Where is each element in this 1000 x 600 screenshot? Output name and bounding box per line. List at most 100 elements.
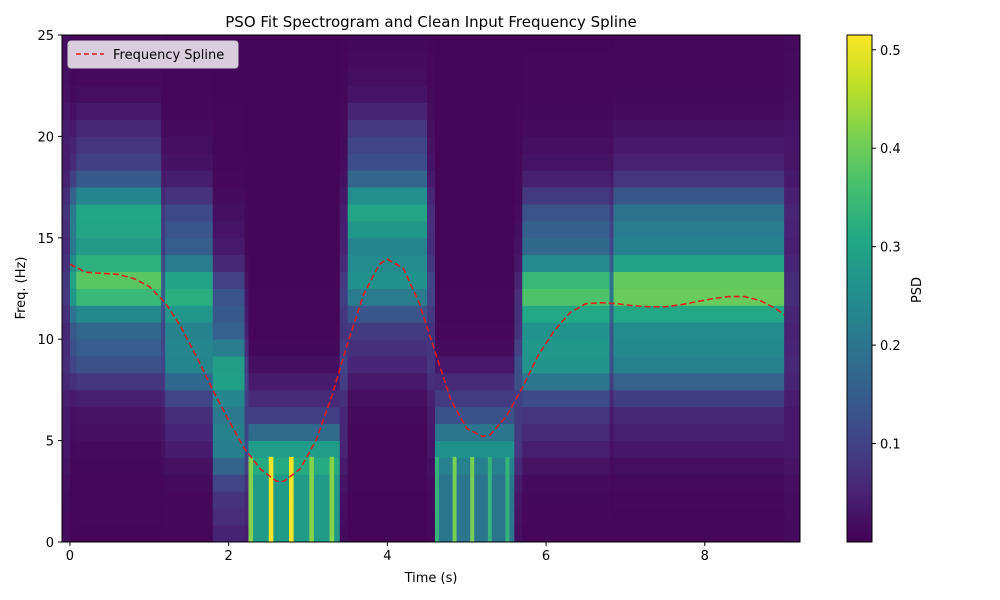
heatmap-cell [522, 491, 610, 509]
heatmap-cell [248, 119, 341, 137]
heatmap-cell [62, 102, 71, 120]
heatmap-cell [212, 237, 245, 256]
heatmap-cell [427, 423, 436, 441]
heatmap-cell [244, 389, 249, 408]
heatmap-cell [522, 68, 610, 87]
heatmap-cell [62, 170, 71, 188]
heatmap-cell [212, 440, 245, 458]
heatmap-cell [613, 305, 785, 323]
heatmap-cell [784, 237, 800, 256]
heatmap-cell [522, 35, 610, 53]
heatmap-cell [522, 373, 610, 391]
heatmap-cell [212, 85, 245, 103]
heatmap-cell [347, 187, 428, 205]
heatmap-cell [165, 288, 214, 306]
heatmap-cell [62, 389, 71, 408]
heatmap-cell [244, 204, 249, 222]
heatmap-cell [784, 153, 800, 171]
heatmap-cell [609, 288, 614, 306]
heatmap-cell [347, 457, 428, 475]
heatmap-cell [609, 271, 614, 289]
heatmap-cell [522, 525, 610, 542]
heatmap-cell [522, 220, 610, 239]
heatmap-cell [165, 237, 214, 256]
heatmap-cell [339, 305, 349, 323]
heatmap-cell [347, 288, 428, 306]
heatmap-cell [339, 474, 349, 492]
heatmap-cell [434, 406, 515, 425]
x-axis: 0 2 4 6 8 [66, 542, 709, 564]
heatmap-cell [69, 68, 77, 87]
x-axis-label: Time (s) [404, 571, 458, 586]
heatmap-cell [161, 491, 166, 509]
heatmap-cell [69, 305, 77, 323]
heatmap-cell [514, 440, 523, 458]
heatmap-cell [522, 457, 610, 475]
heatmap-cell [69, 136, 77, 154]
heatmap-cell [244, 525, 249, 542]
heatmap-cell [212, 423, 245, 441]
heatmap-cell [613, 51, 785, 70]
heatmap-cell [62, 35, 71, 53]
heatmap-cell [784, 423, 800, 441]
heatmap-cell [427, 51, 436, 70]
heatmap-cell [613, 136, 785, 154]
heatmap-cell [69, 85, 77, 103]
y-tick-label: 25 [37, 29, 54, 44]
heatmap-cell [76, 406, 162, 425]
heatmap-cell [248, 474, 341, 492]
heatmap-cell [434, 35, 515, 53]
heatmap-cell [427, 170, 436, 188]
heatmap-cell [76, 254, 162, 272]
heatmap-cell [69, 119, 77, 137]
heatmap-cell [212, 356, 245, 374]
heatmap-cell [244, 457, 249, 475]
heatmap-cell [522, 119, 610, 137]
heatmap-cell [161, 85, 166, 103]
heatmap-cell [212, 389, 245, 408]
heatmap-cell [613, 220, 785, 239]
heatmap-cell [609, 389, 614, 408]
heatmap-cell [212, 187, 245, 205]
heatmap-cell [609, 305, 614, 323]
heatmap-cell [339, 153, 349, 171]
heatmap-cell [514, 220, 523, 239]
heatmap-cell [161, 136, 166, 154]
heatmap-cell [427, 187, 436, 205]
heatmap-cell [161, 220, 166, 239]
heatmap-cell [248, 305, 341, 323]
heatmap-cell [784, 373, 800, 391]
heatmap-cell [613, 373, 785, 391]
heatmap-cell [69, 525, 77, 542]
heatmap-cell [613, 406, 785, 425]
heatmap-cell [339, 119, 349, 137]
heatmap-cell [212, 373, 245, 391]
heatmap-cell [784, 305, 800, 323]
heatmap-cell [165, 339, 214, 357]
heatmap-cell [248, 322, 341, 340]
heatmap-cell [339, 271, 349, 289]
colorbar: 0.1 0.2 0.3 0.4 0.5 PSD [846, 34, 925, 543]
heatmap-cell [514, 406, 523, 425]
heatmap-cell [165, 356, 214, 374]
heatmap-cell [62, 474, 71, 492]
heatmap-cell [76, 220, 162, 239]
heatmap-cell [69, 288, 77, 306]
heatmap-cell [347, 51, 428, 70]
heatmap-cell [784, 85, 800, 103]
heatmap-cell [522, 406, 610, 425]
heatmap-cell [212, 170, 245, 188]
heatmap-burst [309, 456, 314, 542]
heatmap-cell [427, 68, 436, 87]
heatmap-cell [69, 457, 77, 475]
heatmap-cell [522, 102, 610, 120]
heatmap-cell [62, 85, 71, 103]
heatmap-cell [161, 373, 166, 391]
heatmap-cell [434, 305, 515, 323]
heatmap-cell [609, 170, 614, 188]
colorbar-gradient [846, 34, 873, 543]
heatmap-cell [339, 457, 349, 475]
heatmap-cell [609, 204, 614, 222]
heatmap-cell [339, 288, 349, 306]
heatmap-cell [248, 187, 341, 205]
